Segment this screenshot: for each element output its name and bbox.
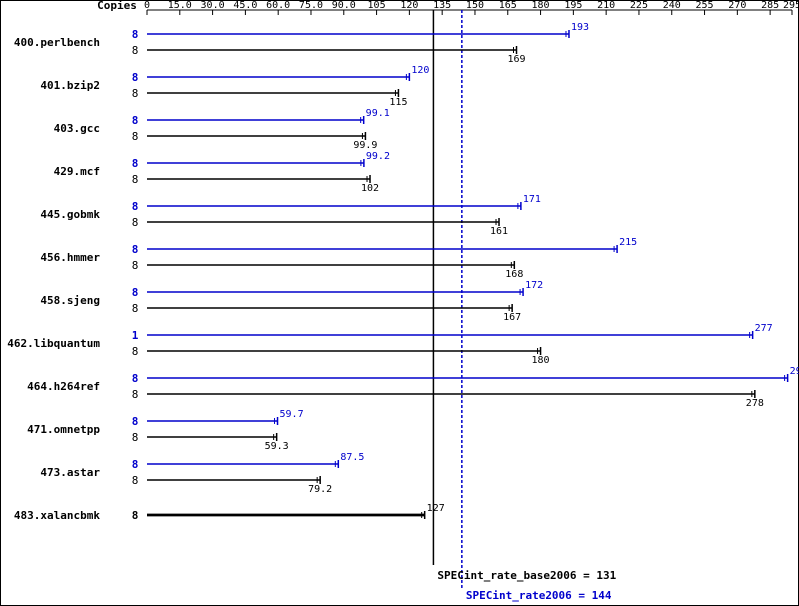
peak-copies: 8 bbox=[132, 243, 139, 256]
x-tick-label: 15.0 bbox=[168, 0, 192, 11]
x-tick-label: 180 bbox=[532, 0, 550, 11]
peak-value-label: 171 bbox=[523, 194, 541, 205]
x-tick-label: 210 bbox=[597, 0, 615, 11]
x-tick-label: 90.0 bbox=[332, 0, 356, 11]
base-value-label: 169 bbox=[507, 54, 525, 65]
base-value-label: 180 bbox=[532, 355, 550, 366]
x-tick-label: 240 bbox=[663, 0, 681, 11]
base-copies: 8 bbox=[132, 474, 139, 487]
peak-copies: 8 bbox=[132, 372, 139, 385]
base-copies: 8 bbox=[132, 345, 139, 358]
base-value-label: 168 bbox=[505, 269, 523, 280]
benchmark-name: 471.omnetpp bbox=[27, 423, 100, 436]
benchmark-name: 400.perlbench bbox=[14, 36, 100, 49]
x-tick-label: 105 bbox=[368, 0, 386, 11]
base-copies: 8 bbox=[132, 388, 139, 401]
base-value-label: 99.9 bbox=[353, 140, 377, 151]
x-tick-label: 195 bbox=[564, 0, 582, 11]
peak-value-label: 277 bbox=[755, 323, 773, 334]
base-value-label: 161 bbox=[490, 226, 508, 237]
base-copies: 8 bbox=[132, 173, 139, 186]
peak-copies: 8 bbox=[132, 458, 139, 471]
peak-copies: 8 bbox=[132, 415, 139, 428]
base-value-label: 79.2 bbox=[308, 484, 332, 495]
benchmark-name: 464.h264ref bbox=[27, 380, 100, 393]
x-tick-label: 295 bbox=[783, 0, 799, 11]
peak-copies: 8 bbox=[132, 286, 139, 299]
benchmark-name: 403.gcc bbox=[54, 122, 100, 135]
peak-value-label: 99.2 bbox=[366, 151, 390, 162]
peak-value-label: 99.1 bbox=[366, 108, 390, 119]
benchmark-name: 445.gobmk bbox=[40, 208, 100, 221]
peak-copies: 1 bbox=[132, 329, 139, 342]
benchmark-name: 429.mcf bbox=[54, 165, 100, 178]
benchmark-name: 462.libquantum bbox=[7, 337, 100, 350]
base-copies: 8 bbox=[132, 130, 139, 143]
base-value-label: 59.3 bbox=[265, 441, 289, 452]
peak-value-label: 172 bbox=[525, 280, 543, 291]
base-value-label: 102 bbox=[361, 183, 379, 194]
peak-value-label: 87.5 bbox=[340, 452, 364, 463]
peak-copies: 8 bbox=[132, 114, 139, 127]
base-copies: 8 bbox=[132, 259, 139, 272]
x-tick-label: 255 bbox=[696, 0, 714, 11]
peak-value-label: 120 bbox=[411, 65, 429, 76]
base-copies: 8 bbox=[132, 44, 139, 57]
peak-copies: 8 bbox=[132, 200, 139, 213]
benchmark-name: 483.xalancbmk bbox=[14, 509, 100, 522]
x-tick-label: 285 bbox=[761, 0, 779, 11]
benchmark-name: 401.bzip2 bbox=[40, 79, 100, 92]
peak-value-label: 59.7 bbox=[280, 409, 304, 420]
base-copies: 8 bbox=[132, 431, 139, 444]
x-tick-label: 60.0 bbox=[266, 0, 290, 11]
benchmark-name: 456.hmmer bbox=[40, 251, 100, 264]
benchmark-name: 473.astar bbox=[40, 466, 100, 479]
peak-reference-label: SPECint_rate2006 = 144 bbox=[466, 589, 612, 602]
x-tick-label: 270 bbox=[728, 0, 746, 11]
base-copies: 8 bbox=[132, 302, 139, 315]
peak-value-label: 293 bbox=[790, 366, 799, 377]
x-tick-label: 0 bbox=[144, 0, 150, 11]
peak-value-label: 193 bbox=[571, 22, 589, 33]
base-reference-label: SPECint_rate_base2006 = 131 bbox=[437, 569, 616, 582]
peak-copies: 8 bbox=[132, 157, 139, 170]
x-tick-label: 75.0 bbox=[299, 0, 323, 11]
x-tick-label: 225 bbox=[630, 0, 648, 11]
copies-header: Copies bbox=[97, 0, 137, 12]
spec-rate-chart: 0 15.0 30.0 45.0 60.0 75.0 90.0 105 120 135 150 165… bbox=[0, 0, 799, 606]
base-copies: 8 bbox=[132, 87, 139, 100]
base-copies: 8 bbox=[132, 216, 139, 229]
peak-copies: 8 bbox=[132, 71, 139, 84]
base-value-label: 115 bbox=[389, 97, 407, 108]
x-tick-label: 45.0 bbox=[233, 0, 257, 11]
peak-value-label: 215 bbox=[619, 237, 637, 248]
base-copies: 8 bbox=[132, 509, 139, 522]
base-value-label: 167 bbox=[503, 312, 521, 323]
base-value-label: 278 bbox=[746, 398, 764, 409]
peak-copies: 8 bbox=[132, 28, 139, 41]
x-tick-label: 120 bbox=[400, 0, 418, 11]
benchmark-name: 458.sjeng bbox=[40, 294, 100, 307]
base-value-label: 127 bbox=[427, 503, 445, 514]
x-tick-label: 30.0 bbox=[201, 0, 225, 11]
x-tick-label: 165 bbox=[499, 0, 517, 11]
x-tick-label: 135 bbox=[433, 0, 451, 11]
x-tick-label: 150 bbox=[466, 0, 484, 11]
